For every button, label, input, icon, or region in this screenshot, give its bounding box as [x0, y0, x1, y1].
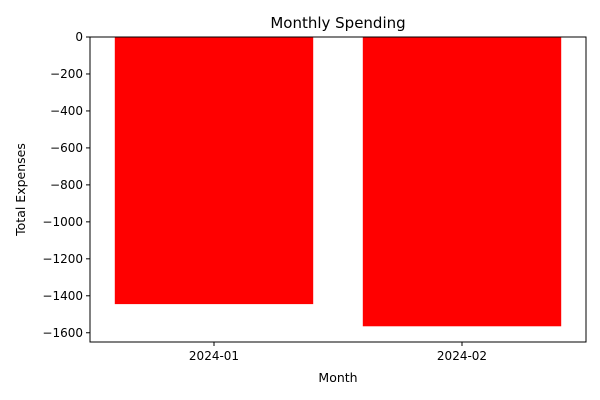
plot-frame [89, 36, 587, 343]
y-axis: 0 −200 −400 −600 −800 −1000 −1200 −1400 −1600 [42, 30, 90, 340]
y-tick-label: −200 [50, 67, 83, 81]
x-axis-label: Month [318, 370, 357, 385]
y-tick-label: −1600 [42, 326, 83, 340]
y-tick-label: −800 [50, 178, 83, 192]
bars-group [114, 37, 562, 327]
bar-2024-02 [362, 37, 562, 327]
x-tick-label: 2024-01 [189, 349, 239, 363]
y-axis-label: Total Expenses [13, 143, 28, 237]
y-tick-label: −1200 [42, 252, 83, 266]
y-tick-label: −400 [50, 104, 83, 118]
y-tick-label: 0 [75, 30, 83, 44]
bar-2024-01 [114, 37, 314, 305]
y-tick-label: −1000 [42, 215, 83, 229]
y-tick-label: −600 [50, 141, 83, 155]
x-tick-label: 2024-02 [437, 349, 487, 363]
x-axis: 2024-01 2024-02 [189, 342, 487, 363]
y-tick-label: −1400 [42, 289, 83, 303]
chart-title: Monthly Spending [270, 14, 405, 32]
